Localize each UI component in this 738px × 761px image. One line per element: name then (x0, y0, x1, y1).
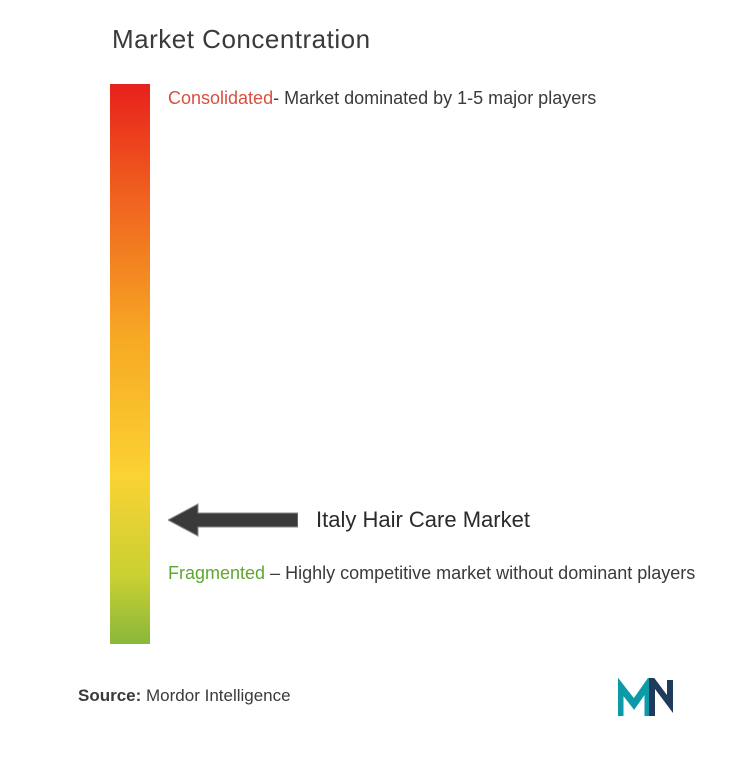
consolidated-description: - Market dominated by 1-5 major players (273, 88, 596, 108)
consolidated-label-row: Consolidated- Market dominated by 1-5 ma… (168, 86, 596, 111)
source-value: Mordor Intelligence (141, 686, 290, 705)
fragmented-description: – Highly competitive market without domi… (265, 563, 695, 583)
consolidated-term: Consolidated (168, 88, 273, 108)
logo-n-stroke (652, 680, 670, 716)
arrow-shape (168, 504, 298, 536)
source-label: Source: (78, 686, 141, 705)
logo-m-stroke (620, 684, 648, 716)
fragmented-label-row: Fragmented – Highly competitive market w… (168, 556, 695, 590)
page-title: Market Concentration (112, 24, 371, 55)
fragmented-term: Fragmented (168, 563, 265, 583)
arrow-left-icon (168, 502, 298, 538)
mordor-logo-icon (618, 678, 676, 718)
market-name: Italy Hair Care Market (316, 507, 530, 533)
source-line: Source: Mordor Intelligence (78, 686, 291, 706)
concentration-gradient-bar (110, 84, 150, 644)
market-pointer-row: Italy Hair Care Market (168, 502, 530, 538)
